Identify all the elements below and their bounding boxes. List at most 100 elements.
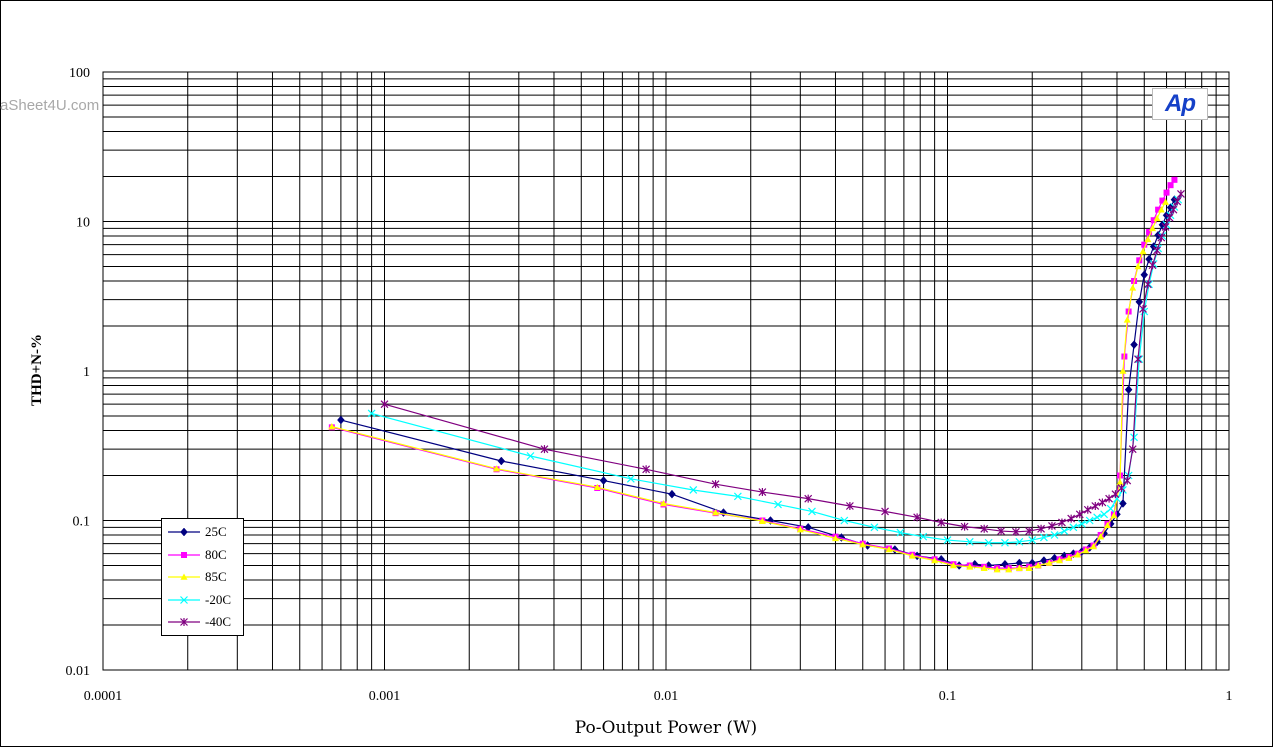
data-point — [526, 452, 535, 460]
legend-swatch — [168, 618, 200, 626]
data-point — [1162, 198, 1170, 205]
data-point — [1025, 527, 1034, 536]
legend-swatch — [168, 527, 200, 537]
series-line — [331, 201, 1167, 571]
data-point — [1159, 197, 1166, 204]
data-point — [1083, 505, 1092, 514]
data-point — [1103, 521, 1111, 529]
legend-swatch-marker — [181, 551, 187, 558]
data-point — [796, 526, 804, 533]
legend-swatch — [168, 595, 200, 604]
data-point — [1050, 531, 1059, 539]
data-point — [1058, 518, 1066, 527]
data-point — [1074, 551, 1082, 558]
data-point — [1123, 476, 1132, 485]
legend-swatch-marker — [180, 618, 188, 626]
data-point — [1163, 189, 1170, 196]
data-point — [1065, 554, 1073, 561]
data-point — [1067, 514, 1076, 523]
data-point — [1069, 523, 1078, 532]
legend-swatch — [168, 551, 200, 558]
data-point — [1157, 233, 1166, 242]
data-point — [1134, 355, 1142, 364]
data-point — [931, 557, 939, 564]
data-point — [1153, 214, 1161, 222]
data-point — [1001, 538, 1009, 547]
data-point — [1039, 533, 1048, 542]
y-tick-label: 10 — [76, 216, 90, 231]
data-point — [966, 563, 974, 570]
data-point — [1089, 543, 1097, 550]
series--20c — [367, 195, 1183, 547]
legend-swatch-marker — [180, 595, 188, 604]
data-point — [1130, 340, 1138, 350]
data-point — [1140, 270, 1149, 280]
data-point — [1141, 241, 1148, 248]
data-point — [1119, 499, 1127, 508]
data-point — [1155, 206, 1162, 213]
data-point — [1098, 498, 1107, 507]
data-point — [913, 513, 922, 522]
data-point — [1148, 261, 1157, 270]
y-tick-label: 0.01 — [66, 664, 91, 679]
data-point — [1056, 557, 1064, 564]
data-point — [1136, 257, 1143, 264]
data-point — [1171, 176, 1178, 183]
legend-swatch — [168, 573, 200, 580]
y-tick-label: 100 — [69, 66, 90, 81]
legend-item--20c: -20C — [162, 591, 245, 609]
data-point — [1157, 206, 1165, 213]
data-point — [711, 480, 720, 489]
data-point — [1025, 564, 1033, 571]
data-point — [1082, 546, 1090, 554]
data-point — [689, 486, 698, 494]
data-point — [896, 528, 905, 537]
legend-label: -20C — [205, 591, 231, 607]
data-point — [497, 456, 506, 466]
data-point — [984, 538, 993, 547]
data-point — [1135, 297, 1144, 307]
data-point — [908, 552, 916, 559]
data-point — [758, 517, 766, 524]
data-point — [1139, 247, 1147, 255]
data-point — [949, 562, 957, 569]
data-point — [1034, 562, 1042, 569]
data-point — [337, 415, 345, 425]
legend-swatch-marker — [180, 573, 188, 580]
data-point — [540, 445, 549, 454]
data-point — [960, 522, 969, 531]
series--40c — [380, 189, 1185, 536]
data-point — [1140, 307, 1149, 316]
data-point — [870, 523, 879, 532]
x-tick-label: 0.0001 — [84, 689, 123, 704]
data-point — [1015, 537, 1024, 546]
data-point — [937, 518, 946, 527]
data-point — [642, 465, 651, 474]
data-point — [758, 488, 767, 497]
legend-swatch-marker — [180, 527, 188, 537]
data-point — [831, 534, 839, 542]
legend-label: 80C — [205, 546, 227, 562]
data-point — [1093, 513, 1102, 522]
legend-item-25c: 25C — [162, 523, 245, 541]
watermark-text: aSheet4U.com — [0, 97, 100, 114]
data-point — [493, 465, 501, 472]
x-axis-label: Po-Output Power (W) — [575, 718, 757, 738]
data-point — [859, 541, 867, 548]
legend-item-80c: 80C — [162, 546, 245, 564]
data-point — [599, 476, 608, 485]
legend-item-85c: 85C — [162, 568, 245, 586]
data-point — [1123, 316, 1131, 323]
y-tick-label: 1 — [83, 365, 90, 380]
x-tick-label: 1 — [1226, 689, 1233, 704]
x-tick-label: 0.001 — [369, 689, 401, 704]
series-line — [331, 179, 1175, 569]
legend-label: 85C — [205, 569, 227, 584]
data-point — [1045, 559, 1053, 566]
data-point — [1011, 527, 1020, 536]
data-point — [380, 400, 389, 409]
data-point — [1149, 224, 1157, 232]
ap-logo: Ap — [1152, 88, 1208, 120]
data-point — [1153, 246, 1161, 255]
series-line — [371, 199, 1179, 544]
